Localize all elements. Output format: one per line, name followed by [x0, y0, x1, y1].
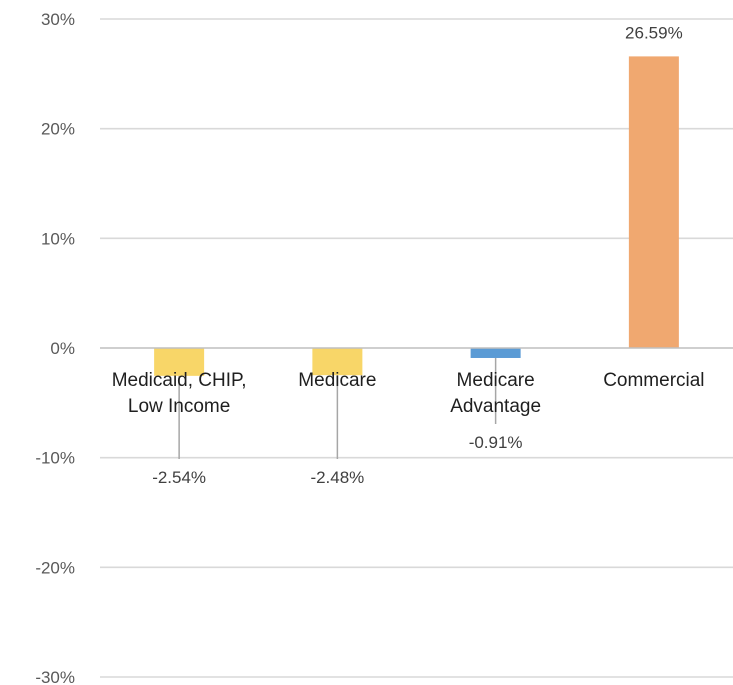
- category-label: Medicare Advantage: [450, 370, 541, 417]
- bar: [628, 56, 679, 348]
- category-label: Commercial: [603, 370, 704, 391]
- data-label-leader-lines: [178, 357, 497, 459]
- data-labels: -2.54% -2.48% -0.91% 26.59%: [152, 23, 683, 487]
- y-tick-label: 10%: [41, 229, 75, 248]
- category-labels: Medicaid, CHIP, Low Income Medicare Medicar…: [112, 370, 705, 417]
- category-label: Medicaid, CHIP, Low Income: [112, 370, 247, 417]
- data-label: -2.54%: [152, 468, 206, 487]
- category-label: Medicare: [298, 370, 376, 391]
- bars: [154, 56, 679, 376]
- data-label: 26.59%: [625, 23, 683, 42]
- y-axis-tick-labels: 30% 20% 10% 0% -10% -20% -30%: [35, 10, 75, 685]
- gridlines: [100, 18, 733, 678]
- bar: [470, 348, 521, 358]
- y-tick-label: 0%: [50, 339, 75, 358]
- data-label: -2.48%: [310, 468, 364, 487]
- y-tick-label: 20%: [41, 120, 75, 139]
- y-tick-label: -20%: [35, 558, 75, 577]
- y-tick-label: 30%: [41, 10, 75, 29]
- data-label: -0.91%: [469, 433, 523, 452]
- y-tick-label: -10%: [35, 449, 75, 468]
- bar: [154, 348, 205, 376]
- bar: [312, 348, 363, 376]
- y-tick-label: -30%: [35, 668, 75, 685]
